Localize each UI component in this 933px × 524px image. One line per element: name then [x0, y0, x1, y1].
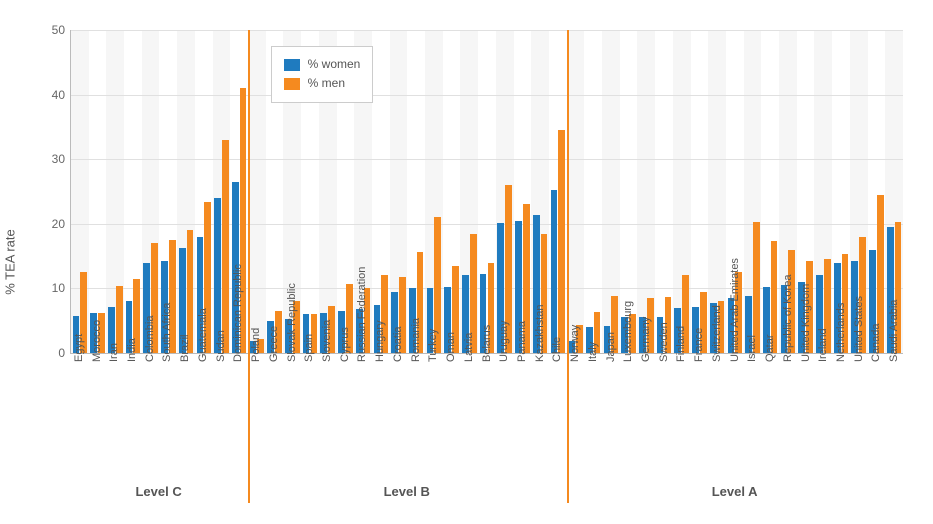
x-axis-label: Brazil: [179, 334, 191, 362]
x-axis-label: Iran: [108, 343, 120, 362]
x-axis-label: Kazakhstan: [534, 305, 546, 362]
x-axis-label: Hungary: [374, 320, 386, 362]
legend-label-men: % men: [308, 74, 345, 93]
tea-rate-chart: % TEA rate % women % men 01020304050 Egy…: [20, 20, 913, 504]
x-axis-label: Latvia: [463, 333, 475, 362]
dividers-layer: [71, 30, 903, 353]
legend-label-women: % women: [308, 55, 361, 74]
plot-area: % women % men 01020304050: [70, 30, 903, 354]
x-axis-label: Republic of Korea: [782, 275, 794, 362]
group-labels: Level C Level B Level A: [70, 484, 903, 504]
ytick-label: 50: [52, 23, 71, 37]
ytick-label: 10: [52, 281, 71, 295]
x-axis-label: Germany: [640, 317, 652, 362]
x-axis-label: Switzerland: [711, 305, 723, 362]
x-axis-label: Netherlands: [835, 303, 847, 362]
x-axis-label: Israel: [746, 335, 758, 362]
x-axis-label: Saudi Arabia: [888, 300, 900, 362]
x-axis-label: Chile: [551, 337, 563, 362]
x-axis-label: Greece: [268, 326, 280, 362]
group-label: Level C: [135, 484, 181, 499]
ytick-label: 40: [52, 88, 71, 102]
x-axis-label: Turkey: [427, 329, 439, 362]
x-axis-label: Qatar: [764, 334, 776, 362]
x-axis-label: Italy: [587, 342, 599, 362]
x-axis-label: United States: [853, 296, 865, 362]
y-axis-label: % TEA rate: [3, 229, 18, 295]
x-axis-label: Colombia: [144, 316, 156, 362]
x-axis-label: United Kingdom: [800, 284, 812, 362]
x-axis-label: Slovak Republic: [286, 283, 298, 362]
x-axis-label: Belarus: [481, 325, 493, 362]
swatch-men: [284, 78, 300, 90]
x-axis-label: India: [126, 338, 138, 362]
x-axis-label: Ireland: [817, 328, 829, 362]
x-axis-label: South Africa: [161, 303, 173, 362]
x-axis-label: Russian Federation: [356, 267, 368, 362]
x-axis-label: Uruguay: [498, 320, 510, 362]
x-axis-label: Sudan: [215, 330, 227, 362]
x-axis-label: Egypt: [73, 334, 85, 362]
group-label: Level B: [384, 484, 430, 499]
ytick-label: 30: [52, 152, 71, 166]
x-axis-label: United Arab Emirates: [729, 258, 741, 362]
x-axis-label: Slovenia: [321, 320, 333, 362]
legend-row-men: % men: [284, 74, 361, 93]
legend: % women % men: [271, 46, 374, 102]
x-axis-label: Oman: [445, 332, 457, 362]
x-axis-label: Canada: [870, 323, 882, 362]
ytick-label: 20: [52, 217, 71, 231]
legend-row-women: % women: [284, 55, 361, 74]
x-axis-label: France: [693, 328, 705, 362]
x-axis-label: Dominican Republic: [232, 264, 244, 362]
x-axis-label: Morocco: [91, 320, 103, 362]
x-axis-labels: EgyptMoroccoIranIndiaColombiaSouth Afric…: [70, 354, 903, 474]
swatch-women: [284, 59, 300, 71]
x-axis-label: Spain: [303, 334, 315, 362]
x-axis-label: Luxembourg: [622, 301, 634, 362]
x-axis-label: Finland: [675, 326, 687, 362]
x-axis-label: Norway: [569, 325, 581, 362]
x-axis-label: Japan: [605, 332, 617, 362]
x-axis-label: Cyprus: [339, 327, 351, 362]
x-axis-label: Poland: [250, 328, 262, 362]
x-axis-label: Croatia: [392, 327, 404, 362]
x-axis-label: Romania: [410, 318, 422, 362]
x-axis-label: Sweden: [658, 322, 670, 362]
x-axis-label: Panama: [516, 321, 528, 362]
x-axis-label: Guatemala: [197, 308, 209, 362]
group-label: Level A: [712, 484, 758, 499]
